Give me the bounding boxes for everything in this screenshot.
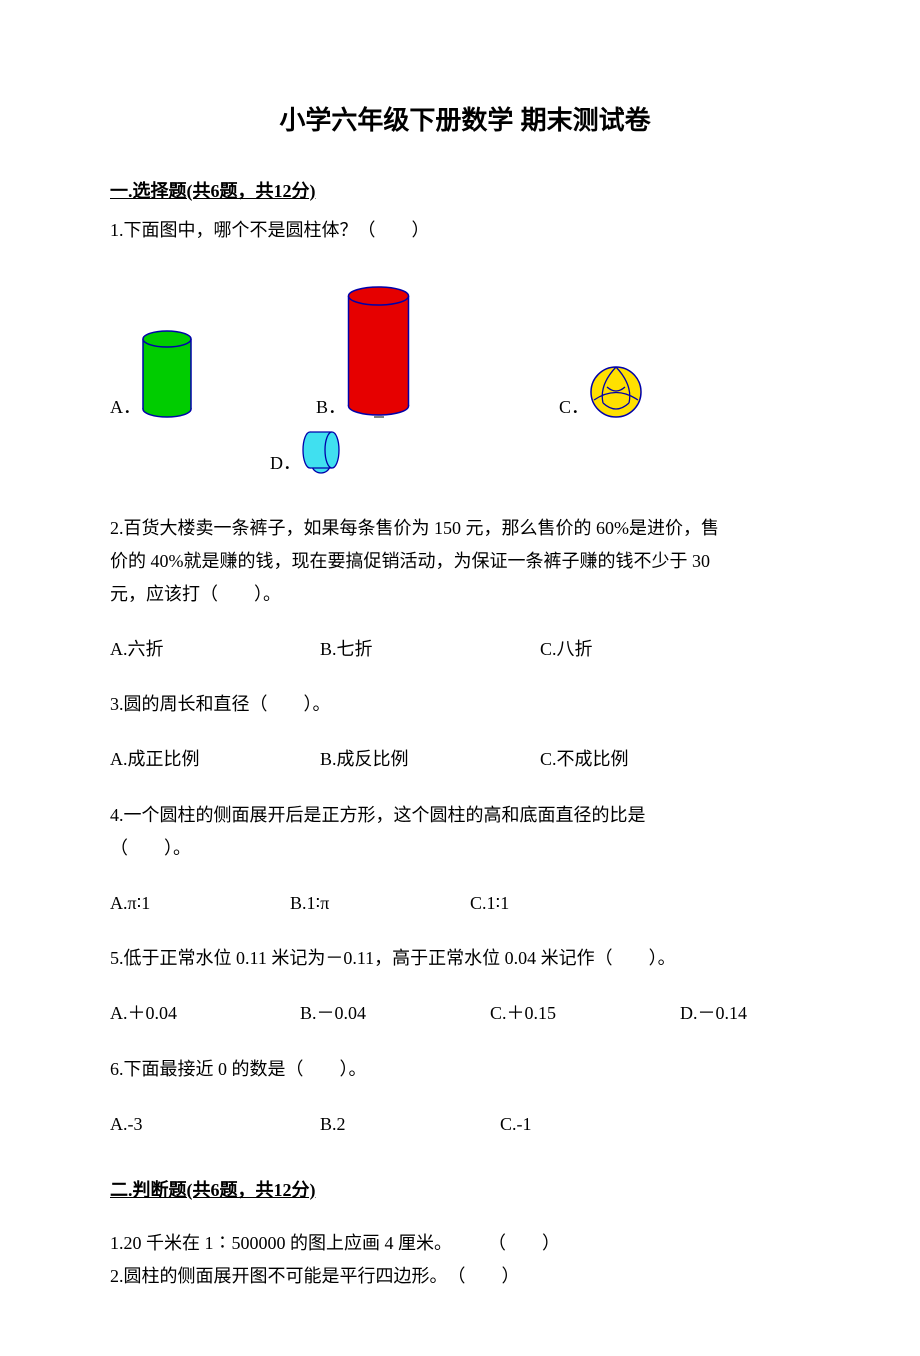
q1-text: 1.下面图中，哪个不是圆柱体？（ ） — [110, 217, 820, 244]
q3-text: 3.圆的周长和直径（ ）。 — [110, 691, 820, 718]
q2-line2: 价的 40%就是赚的钱，现在要搞促销活动，为保证一条裤子赚的钱不少于 30 — [110, 548, 820, 575]
q6-opt-b: B.2 — [320, 1113, 500, 1136]
q1-opt-a-label: A． — [110, 396, 141, 419]
q5-opt-a: A.＋0.04 — [110, 1002, 300, 1025]
green-cylinder-icon — [141, 329, 193, 419]
q1-opt-c-label: C． — [559, 396, 589, 419]
s2-q1: 1.20 千米在 1∶500000 的图上应画 4 厘米。 （ ） — [110, 1230, 820, 1257]
q2-line3: 元，应该打（ ）。 — [110, 581, 820, 608]
q4-line1: 4.一个圆柱的侧面展开后是正方形，这个圆柱的高和底面直径的比是 — [110, 802, 820, 829]
q3-opt-c: C.不成比例 — [540, 748, 629, 771]
page-title: 小学六年级下册数学 期末测试卷 — [110, 100, 820, 137]
section1-header: 一.选择题(共6题，共12分) — [110, 177, 820, 203]
q2-line1: 2.百货大楼卖一条裤子，如果每条售价为 150 元，那么售价的 60%是进价，售 — [110, 515, 820, 542]
q5-opt-d: D.－0.14 — [680, 1002, 747, 1025]
q4-opt-b: B.1∶π — [290, 892, 470, 915]
q2-opt-c: C.八折 — [540, 638, 593, 661]
q1-options-row: A． B． — [110, 284, 820, 419]
q2-options: A.六折 B.七折 C.八折 — [110, 638, 820, 661]
q1-opt-d-label: D． — [270, 452, 301, 475]
q2-opt-b: B.七折 — [320, 638, 540, 661]
q3-options: A.成正比例 B.成反比例 C.不成比例 — [110, 748, 820, 771]
q3-opt-b: B.成反比例 — [320, 748, 540, 771]
q5-opt-b: B.－0.04 — [300, 1002, 490, 1025]
cyan-cylinder-icon — [301, 425, 341, 475]
q1-opt-b-label: B． — [316, 396, 346, 419]
red-cylinder-icon — [346, 284, 411, 419]
s2-q2: 2.圆柱的侧面展开图不可能是平行四边形。 （ ） — [110, 1263, 820, 1290]
q4-opt-a: A.π∶1 — [110, 892, 290, 915]
q6-opt-c: C.-1 — [500, 1113, 532, 1136]
q5-opt-c: C.＋0.15 — [490, 1002, 680, 1025]
q3-opt-a: A.成正比例 — [110, 748, 320, 771]
q5-text: 5.低于正常水位 0.11 米记为－0.11，高于正常水位 0.04 米记作（ … — [110, 945, 820, 972]
page: 小学六年级下册数学 期末测试卷 一.选择题(共6题，共12分) 1.下面图中，哪… — [0, 0, 920, 1356]
q4-opt-c: C.1∶1 — [470, 892, 509, 915]
q1-options-row2: D． — [110, 425, 820, 475]
q6-text: 6.下面最接近 0 的数是（ ）。 — [110, 1056, 820, 1083]
q2-opt-a: A.六折 — [110, 638, 320, 661]
section2-header: 二.判断题(共6题，共12分) — [110, 1176, 820, 1202]
q6-options: A.-3 B.2 C.-1 — [110, 1113, 820, 1136]
q4-options: A.π∶1 B.1∶π C.1∶1 — [110, 892, 820, 915]
q5-options: A.＋0.04 B.－0.04 C.＋0.15 D.－0.14 — [110, 1002, 820, 1025]
yellow-ball-icon — [589, 365, 643, 419]
q4-line2: （ ）。 — [110, 835, 820, 862]
q6-opt-a: A.-3 — [110, 1113, 320, 1136]
